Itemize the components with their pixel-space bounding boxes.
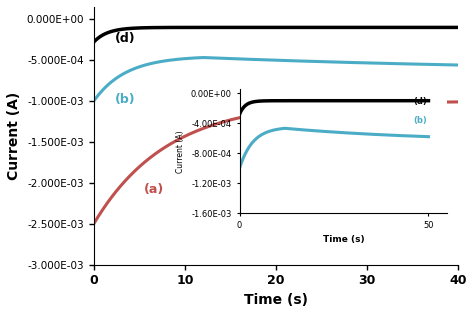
- Text: (a): (a): [144, 183, 164, 196]
- Text: (b): (b): [115, 93, 135, 106]
- Y-axis label: Current (A): Current (A): [7, 92, 21, 180]
- X-axis label: Time (s): Time (s): [244, 293, 308, 307]
- Text: (a): (a): [321, 202, 342, 214]
- Text: (d): (d): [115, 32, 135, 45]
